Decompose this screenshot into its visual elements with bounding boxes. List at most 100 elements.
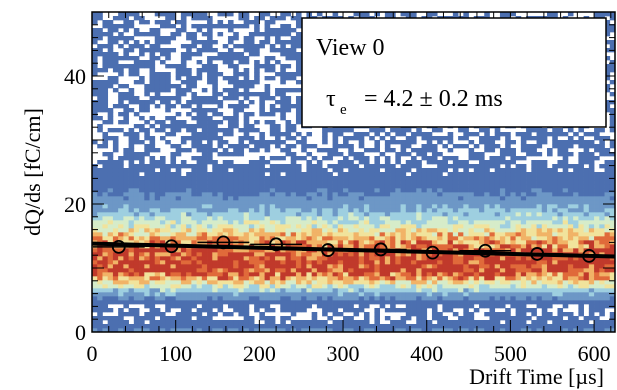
heatmap-cell: [280, 296, 286, 301]
heatmap-cell: [102, 68, 109, 73]
heatmap-cell: [479, 292, 485, 297]
heatmap-cell: [489, 308, 496, 313]
heatmap-cell: [290, 232, 297, 237]
heatmap-cell: [374, 164, 380, 169]
heatmap-cell: [217, 168, 224, 173]
heatmap-cell: [128, 172, 135, 177]
heatmap-cell: [358, 144, 365, 149]
heatmap-cell: [149, 124, 156, 129]
heatmap-cell: [327, 156, 333, 161]
heatmap-cell: [363, 232, 370, 237]
heatmap-cell: [243, 20, 250, 25]
heatmap-cell: [165, 16, 171, 21]
heatmap-cell: [416, 300, 422, 305]
heatmap-cell: [374, 172, 380, 177]
heatmap-cell: [201, 108, 208, 113]
heatmap-cell: [123, 284, 129, 289]
heatmap-cell: [159, 188, 166, 193]
heatmap-cell: [489, 300, 496, 305]
heatmap-cell: [233, 268, 239, 273]
heatmap-cell: [505, 296, 511, 301]
heatmap-cell: [311, 272, 318, 277]
heatmap-cell: [458, 320, 464, 325]
heatmap-cell: [379, 152, 386, 157]
heatmap-cell: [139, 260, 145, 265]
heatmap-cell: [175, 192, 182, 197]
heatmap-cell: [301, 244, 307, 249]
heatmap-cell: [123, 148, 129, 153]
heatmap-cell: [275, 272, 281, 277]
heatmap-cell: [191, 256, 197, 261]
heatmap-cell: [301, 260, 307, 265]
heatmap-cell: [139, 52, 145, 57]
heatmap-cell: [259, 268, 265, 273]
heatmap-cell: [97, 220, 103, 225]
heatmap-cell: [217, 328, 224, 332]
heatmap-cell: [311, 168, 318, 173]
heatmap-cell: [186, 236, 192, 241]
heatmap-cell: [92, 216, 98, 221]
heatmap-cell: [207, 132, 213, 137]
heatmap-cell: [358, 200, 365, 205]
heatmap-cell: [154, 308, 161, 313]
heatmap-cell: [196, 48, 203, 53]
heatmap-cell: [259, 16, 265, 21]
heatmap-cell: [337, 196, 344, 201]
heatmap-cell: [243, 84, 250, 89]
heatmap-cell: [301, 228, 307, 233]
heatmap-cell: [316, 252, 323, 257]
heatmap-cell: [118, 280, 124, 285]
heatmap-cell: [233, 80, 239, 85]
heatmap-cell: [484, 192, 490, 197]
heatmap-cell: [191, 252, 197, 257]
heatmap-cell: [259, 176, 265, 181]
heatmap-cell: [201, 68, 208, 73]
heatmap-cell: [322, 176, 328, 181]
heatmap-cell: [421, 276, 428, 281]
heatmap-cell: [311, 296, 318, 301]
heatmap-cell: [316, 296, 323, 301]
heatmap-cell: [337, 200, 344, 205]
heatmap-cell: [128, 100, 135, 105]
heatmap-cell: [479, 280, 485, 285]
heatmap-cell: [295, 220, 302, 225]
heatmap-cell: [144, 224, 150, 229]
heatmap-cell: [379, 172, 386, 177]
heatmap-cell: [499, 220, 506, 225]
heatmap-cell: [358, 288, 365, 293]
heatmap-cell: [494, 300, 501, 305]
heatmap-cell: [484, 240, 490, 245]
heatmap-cell: [374, 292, 380, 297]
heatmap-cell: [311, 276, 318, 281]
heatmap-cell: [186, 48, 192, 53]
heatmap-cell: [259, 256, 265, 261]
heatmap-cell: [254, 256, 260, 261]
heatmap-cell: [411, 228, 417, 233]
heatmap-cell: [384, 144, 391, 149]
heatmap-cell: [358, 156, 365, 161]
heatmap-cell: [144, 64, 150, 69]
heatmap-cell: [510, 304, 516, 309]
heatmap-cell: [494, 192, 501, 197]
heatmap-cell: [222, 312, 229, 317]
heatmap-cell: [379, 328, 386, 332]
heatmap-cell: [264, 40, 271, 45]
heatmap-cell: [259, 204, 265, 209]
heatmap-cell: [207, 172, 213, 177]
heatmap-cell: [316, 272, 323, 277]
heatmap-cell: [405, 12, 412, 17]
heatmap-cell: [222, 268, 229, 273]
heatmap-cell: [186, 84, 192, 89]
heatmap-cell: [227, 220, 234, 225]
heatmap-cell: [431, 144, 438, 149]
heatmap-cell: [484, 216, 490, 221]
heatmap-cell: [431, 220, 438, 225]
heatmap-cell: [144, 88, 150, 93]
heatmap-cell: [97, 168, 103, 173]
heatmap-cell: [118, 44, 124, 49]
heatmap-cell: [295, 216, 302, 221]
heatmap-cell: [343, 208, 349, 213]
heatmap-cell: [390, 308, 396, 313]
heatmap-cell: [301, 276, 307, 281]
heatmap-cell: [358, 168, 365, 173]
